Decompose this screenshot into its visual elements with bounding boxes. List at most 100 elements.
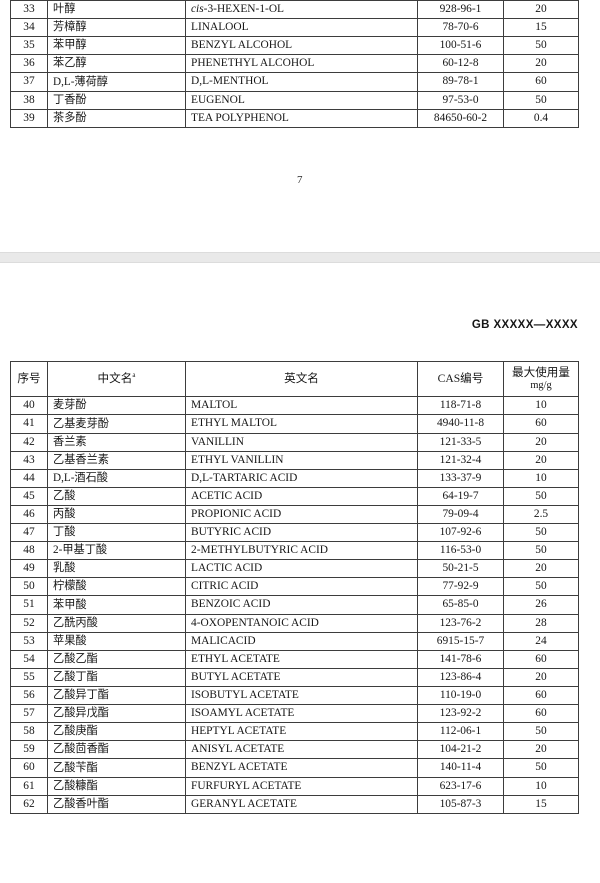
cell-max-usage: 60 [503, 686, 579, 706]
cell-no: 49 [10, 559, 48, 579]
cell-no: 61 [10, 776, 48, 796]
cell-english-name: LACTIC ACID [185, 559, 418, 579]
cell-chinese-name: 乙酰丙酸 [47, 613, 186, 633]
table-row: 42 香兰素 VANILLIN 121-33-5 20 [10, 432, 579, 452]
cell-english-name: BUTYL ACETATE [185, 667, 418, 688]
table-row: 58 乙酸庚酯 HEPTYL ACETATE 112-06-1 50 [10, 722, 579, 742]
cell-max-usage: 60 [503, 704, 579, 724]
cell-no: 38 [10, 90, 48, 110]
cell-english-name: ISOAMYL ACETATE [185, 704, 418, 724]
cell-cas: 141-78-6 [417, 649, 504, 669]
table-row: 45 乙酸 ACETIC ACID 64-19-7 50 [10, 486, 579, 506]
cell-chinese-name: 乙酸异丁酯 [47, 686, 186, 706]
cell-cas: 104-21-2 [417, 740, 504, 760]
cell-max-usage: 2.5 [503, 504, 579, 525]
cell-no: 59 [10, 740, 48, 760]
cell-english-name: CITRIC ACID [185, 577, 418, 597]
cell-no: 58 [10, 722, 48, 742]
cell-cas: 89-78-1 [417, 72, 504, 92]
table-head: 序号 中文名a 英文名 CAS编号 最大使用量 mg/g [10, 360, 579, 398]
cell-no: 62 [10, 794, 48, 814]
cell-max-usage: 20 [503, 54, 579, 74]
table-row: 39 茶多酚 TEA POLYPHENOL 84650-60-2 0.4 [10, 108, 579, 128]
cell-cas: 928-96-1 [417, 0, 504, 20]
column-header-chinese-name-label: 中文名 [97, 372, 133, 386]
table-row: 36 苯乙醇 PHENETHYL ALCOHOL 60-12-8 20 [10, 54, 579, 74]
column-header-max-usage-unit: mg/g [530, 380, 552, 392]
cell-cas: 97-53-0 [417, 90, 504, 110]
cell-max-usage: 20 [503, 667, 579, 688]
table-row: 49 乳酸 LACTIC ACID 50-21-5 20 [10, 559, 579, 579]
cell-max-usage: 20 [503, 559, 579, 579]
table-row: 40 麦芽酚 MALTOL 118-71-8 10 [10, 396, 579, 416]
cell-english-name: FURFURYL ACETATE [185, 776, 418, 796]
table-top-body: 33 叶醇 cis-3-HEXEN-1-OL 928-96-1 20 34 芳樟醇 LINAL… [10, 0, 579, 128]
cell-chinese-name: 苯乙醇 [47, 54, 186, 74]
cell-max-usage: 20 [503, 450, 579, 470]
cell-no: 33 [10, 0, 48, 20]
cell-no: 48 [10, 541, 48, 561]
cell-chinese-name: D,L-酒石酸 [47, 468, 186, 488]
table-row: 60 乙酸苄酯 BENZYL ACETATE 140-11-4 50 [10, 758, 579, 778]
table-row: 48 2-甲基丁酸 2-METHYLBUTYRIC ACID 116-53-0 50 [10, 541, 579, 561]
header-bottom-spacer [0, 333, 600, 361]
cell-max-usage: 10 [503, 396, 579, 416]
cell-english-name: ETHYL MALTOL [185, 414, 418, 434]
cell-chinese-name: 丙酸 [47, 504, 186, 525]
table-row: 53 苹果酸 MALICACID 6915-15-7 24 [10, 631, 579, 651]
table-row: 51 苯甲酸 BENZOIC ACID 65-85-0 26 [10, 595, 579, 615]
page-break-separator [0, 252, 600, 263]
cell-chinese-name: 苯甲醇 [47, 36, 186, 56]
cell-chinese-name: 麦芽酚 [47, 396, 186, 416]
header-top-spacer [0, 263, 600, 319]
cell-english-name: HEPTYL ACETATE [185, 722, 418, 742]
table-header-row: 序号 中文名a 英文名 CAS编号 最大使用量 mg/g [10, 360, 579, 398]
cell-cas: 105-87-3 [417, 794, 504, 814]
cell-cas: 50-21-5 [417, 559, 504, 579]
cell-no: 37 [10, 72, 48, 92]
cell-chinese-name: 乙酸香叶酯 [47, 794, 186, 814]
cell-chinese-name: 丁香酚 [47, 90, 186, 110]
cell-chinese-name: 乙酸糠酯 [47, 776, 186, 796]
cell-english-name: TEA POLYPHENOL [185, 108, 418, 128]
cell-max-usage: 50 [503, 36, 579, 56]
cell-cas: 100-51-6 [417, 36, 504, 56]
column-header-max-usage: 最大使用量 mg/g [503, 360, 579, 398]
column-header-max-usage-label: 最大使用量 [512, 366, 570, 379]
cell-max-usage: 26 [503, 595, 579, 615]
cell-english-name: BENZYL ACETATE [185, 758, 418, 778]
table-row: 54 乙酸乙酯 ETHYL ACETATE 141-78-6 60 [10, 649, 579, 669]
additives-table-continued: 33 叶醇 cis-3-HEXEN-1-OL 928-96-1 20 34 芳樟醇 LINAL… [10, 0, 579, 128]
cell-english-name: D,L-TARTARIC ACID [185, 468, 418, 488]
table-row: 52 乙酰丙酸 4-OXOPENTANOIC ACID 123-76-2 28 [10, 613, 579, 633]
cell-max-usage: 50 [503, 486, 579, 506]
cell-chinese-name: 茶多酚 [47, 108, 186, 128]
cell-max-usage: 50 [503, 541, 579, 561]
cell-chinese-name: 芳樟醇 [47, 18, 186, 38]
cell-no: 43 [10, 450, 48, 470]
cell-max-usage: 50 [503, 722, 579, 742]
cell-cas: 123-76-2 [417, 613, 504, 633]
table-row: 37 D,L-薄荷醇 D,L-MENTHOL 89-78-1 60 [10, 72, 579, 92]
cell-no: 50 [10, 577, 48, 597]
table-row: 34 芳樟醇 LINALOOL 78-70-6 15 [10, 18, 579, 38]
page-seven: 33 叶醇 cis-3-HEXEN-1-OL 928-96-1 20 34 芳樟醇 LINAL… [0, 0, 600, 252]
cell-no: 53 [10, 631, 48, 651]
cell-cas: 140-11-4 [417, 758, 504, 778]
table-row: 38 丁香酚 EUGENOL 97-53-0 50 [10, 90, 579, 110]
cell-max-usage: 20 [503, 0, 579, 20]
cell-no: 60 [10, 758, 48, 778]
cell-no: 55 [10, 667, 48, 688]
cell-max-usage: 20 [503, 432, 579, 452]
cell-max-usage: 0.4 [503, 108, 579, 128]
column-header-cas: CAS编号 [417, 360, 504, 398]
cell-max-usage: 20 [503, 740, 579, 760]
table-top-wrapper: 33 叶醇 cis-3-HEXEN-1-OL 928-96-1 20 34 芳樟醇 LINAL… [0, 0, 600, 128]
cell-cas: 116-53-0 [417, 541, 504, 561]
cell-no: 46 [10, 504, 48, 525]
additives-table: 序号 中文名a 英文名 CAS编号 最大使用量 mg/g 40 麦芽酚 MALTOL 1… [10, 360, 579, 814]
cell-chinese-name: 苹果酸 [47, 631, 186, 651]
cell-english-name: ANISYL ACETATE [185, 740, 418, 760]
table-row: 44 D,L-酒石酸 D,L-TARTARIC ACID 133-37-9 10 [10, 468, 579, 488]
cell-english-name: D,L-MENTHOL [185, 72, 418, 92]
